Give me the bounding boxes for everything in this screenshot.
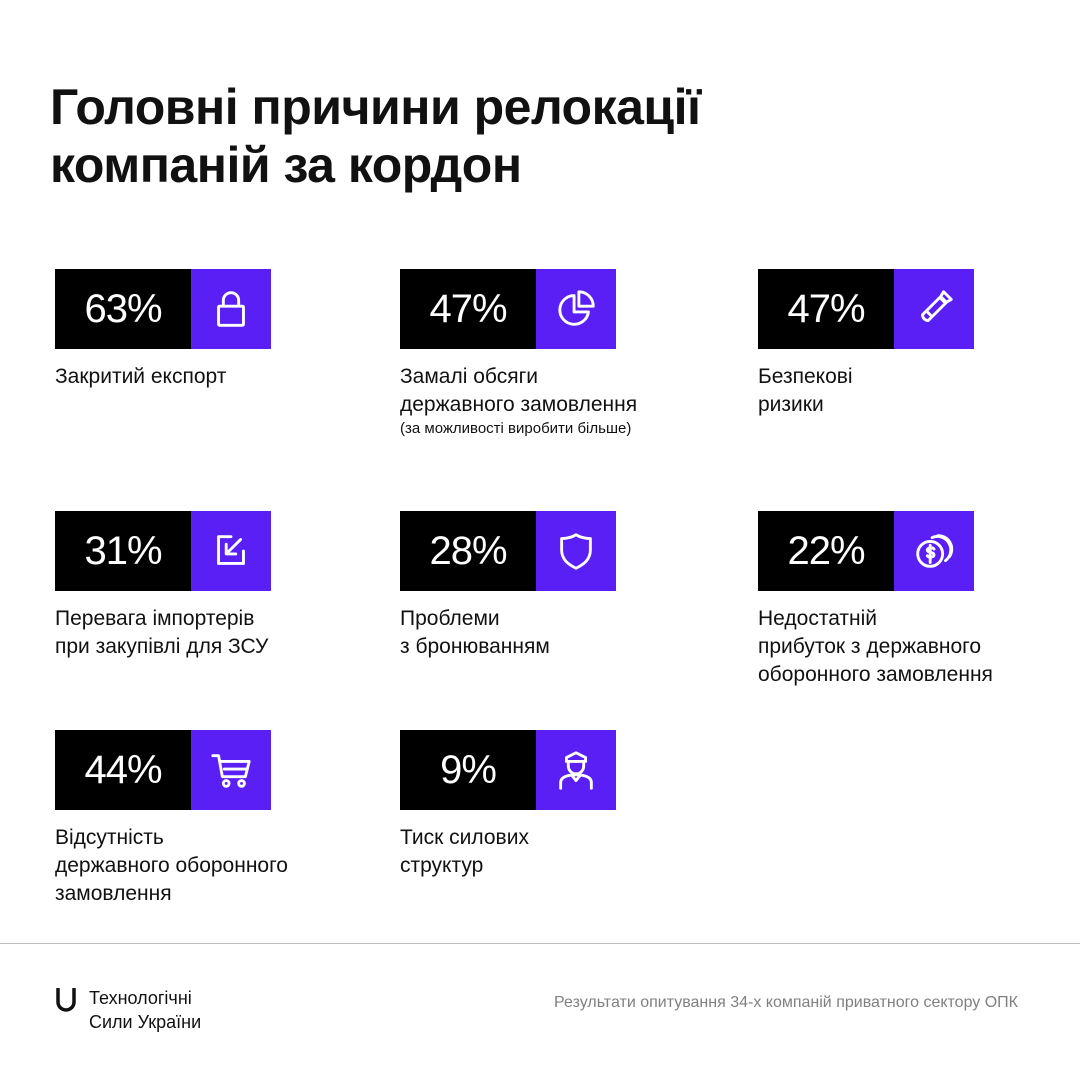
reason-label: Недостатній прибуток з державного оборон… — [758, 607, 993, 686]
footer-divider — [0, 943, 1080, 944]
reason-card-reservation-problems: 28% Проблеми з бронюванням — [400, 511, 730, 661]
percent-value: 22% — [758, 511, 894, 591]
reason-card-small-orders: 47% Замалі обсяги державного замовлення … — [400, 269, 730, 439]
page-title: Головні причини релокації компаній за ко… — [50, 78, 950, 194]
reason-card-closed-export: 63% Закритий експорт — [55, 269, 385, 391]
percent-value: 28% — [400, 511, 536, 591]
survey-source-note: Результати опитування 34-х компаній прив… — [554, 994, 1018, 1011]
brand-logo: Технологічні Сили України — [55, 986, 201, 1034]
reason-label: Відсутність державного оборонного замовл… — [55, 826, 288, 905]
percent-value: 9% — [400, 730, 536, 810]
shield-icon — [536, 511, 616, 591]
brand-mark-icon — [56, 988, 76, 1012]
reason-card-no-defense-order: 44% Відсутність державного оборонного за… — [55, 730, 385, 908]
reason-note: (за можливості виробити більше) — [400, 420, 632, 437]
percent-value: 44% — [55, 730, 191, 810]
reason-card-importers-preference: 31% Перевага імпортерів при закупівлі дл… — [55, 511, 385, 661]
reason-card-law-enforcement-pressure: 9% Тиск силових структур — [400, 730, 730, 880]
reason-label: Проблеми з бронюванням — [400, 607, 550, 658]
import-arrow-icon — [191, 511, 271, 591]
bomb-icon — [894, 269, 974, 349]
officer-icon — [536, 730, 616, 810]
stat-block: 9% — [400, 730, 730, 810]
reason-label: Тиск силових структур — [400, 826, 529, 877]
percent-value: 31% — [55, 511, 191, 591]
stat-block: 47% — [758, 269, 1080, 349]
stat-block: 28% — [400, 511, 730, 591]
reason-label: Замалі обсяги державного замовлення (за … — [400, 363, 730, 439]
reason-label: Закритий експорт — [55, 365, 227, 388]
stat-block: 47% — [400, 269, 730, 349]
pie-chart-icon — [536, 269, 616, 349]
stat-block: 31% — [55, 511, 385, 591]
percent-value: 47% — [400, 269, 536, 349]
cart-icon — [191, 730, 271, 810]
brand-name: Технологічні Сили України — [89, 988, 202, 1032]
stat-block: 22% — [758, 511, 1080, 591]
stat-block: 63% — [55, 269, 385, 349]
title-line-2: компаній за кордон — [50, 137, 522, 193]
reason-label: Безпекові ризики — [758, 365, 853, 416]
title-line-1: Головні причини релокації — [50, 79, 701, 135]
stat-block: 44% — [55, 730, 385, 810]
reason-label: Перевага імпортерів при закупівлі для ЗС… — [55, 607, 269, 658]
coins-icon — [894, 511, 974, 591]
reason-card-insufficient-profit: 22% Недостатній прибуток з державного об… — [758, 511, 1080, 689]
percent-value: 63% — [55, 269, 191, 349]
reason-card-security-risks: 47% Безпекові ризики — [758, 269, 1080, 419]
percent-value: 47% — [758, 269, 894, 349]
lock-icon — [191, 269, 271, 349]
